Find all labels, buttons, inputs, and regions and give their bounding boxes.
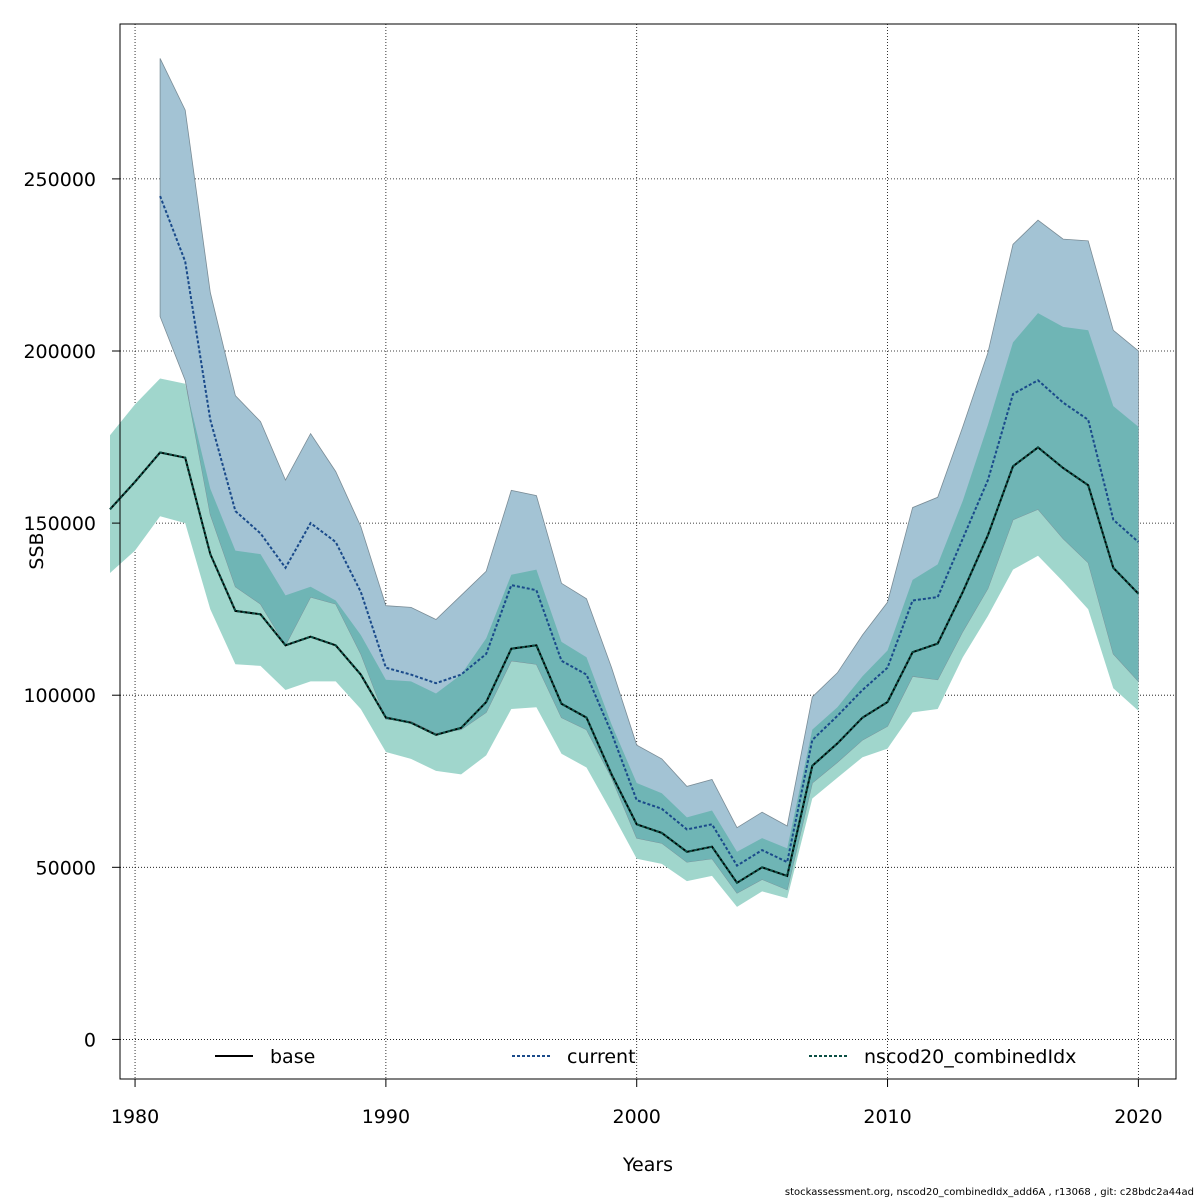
legend-base-label: base (270, 1046, 315, 1068)
axis-ticks: 1980 1990 2000 2010 2020 0 50000 100000 150000 20… (23, 169, 1162, 1128)
y-tick-label: 250000 (23, 169, 96, 191)
y-tick-label: 200000 (23, 341, 96, 363)
legend-current-label: current (567, 1046, 636, 1068)
series-lines (109, 195, 1140, 885)
y-tick-label: 100000 (23, 685, 96, 707)
y-tick-label: 150000 (23, 513, 96, 535)
x-tick-label: 2000 (613, 1106, 661, 1128)
legend: base current nscod20_combinedIdx (215, 1046, 1076, 1068)
y-tick-label: 50000 (36, 857, 96, 879)
x-tick-label: 2010 (863, 1106, 911, 1128)
x-tick-label: 2020 (1114, 1106, 1162, 1128)
x-axis-title: Years (622, 1154, 673, 1176)
line-nscod20-combinedidx (109, 446, 1140, 885)
x-tick-label: 1990 (362, 1106, 410, 1128)
x-tick-label: 1980 (111, 1106, 159, 1128)
line-current (159, 195, 1140, 867)
plot-frame (119, 23, 1177, 1080)
y-axis-title: SSB (26, 532, 48, 569)
legend-combined-label: nscod20_combinedIdx (864, 1046, 1076, 1068)
footer-credit: stockassessment.org, nscod20_combinedIdx… (784, 1187, 1194, 1198)
y-tick-label: 0 (84, 1029, 96, 1051)
confidence-bands (110, 58, 1139, 907)
